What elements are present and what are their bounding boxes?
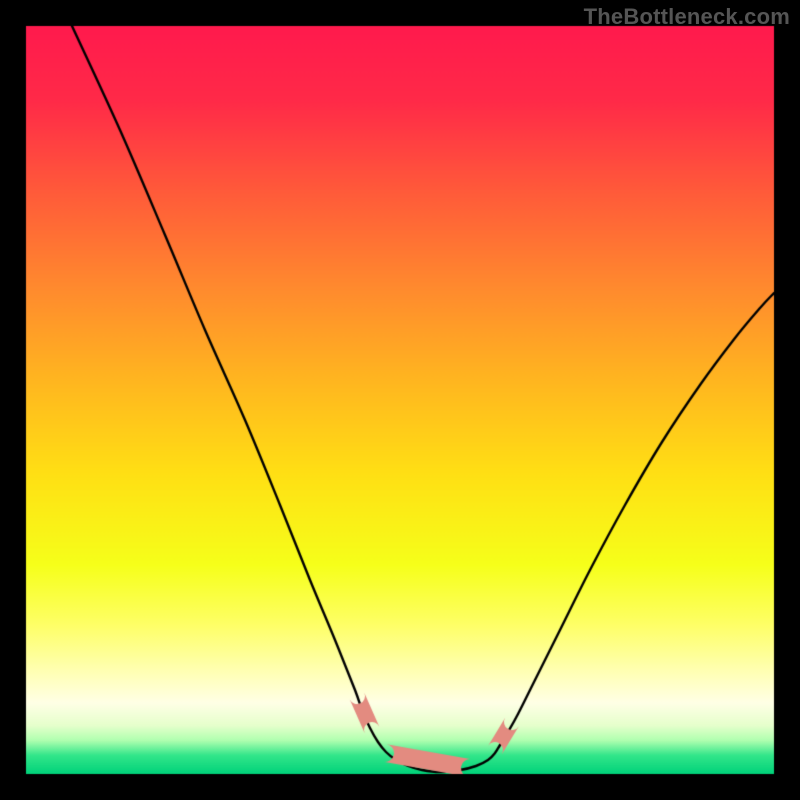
figure-stage: TheBottleneck.com xyxy=(0,0,800,800)
watermark-text: TheBottleneck.com xyxy=(584,4,790,30)
bottleneck-chart-canvas xyxy=(0,0,800,800)
